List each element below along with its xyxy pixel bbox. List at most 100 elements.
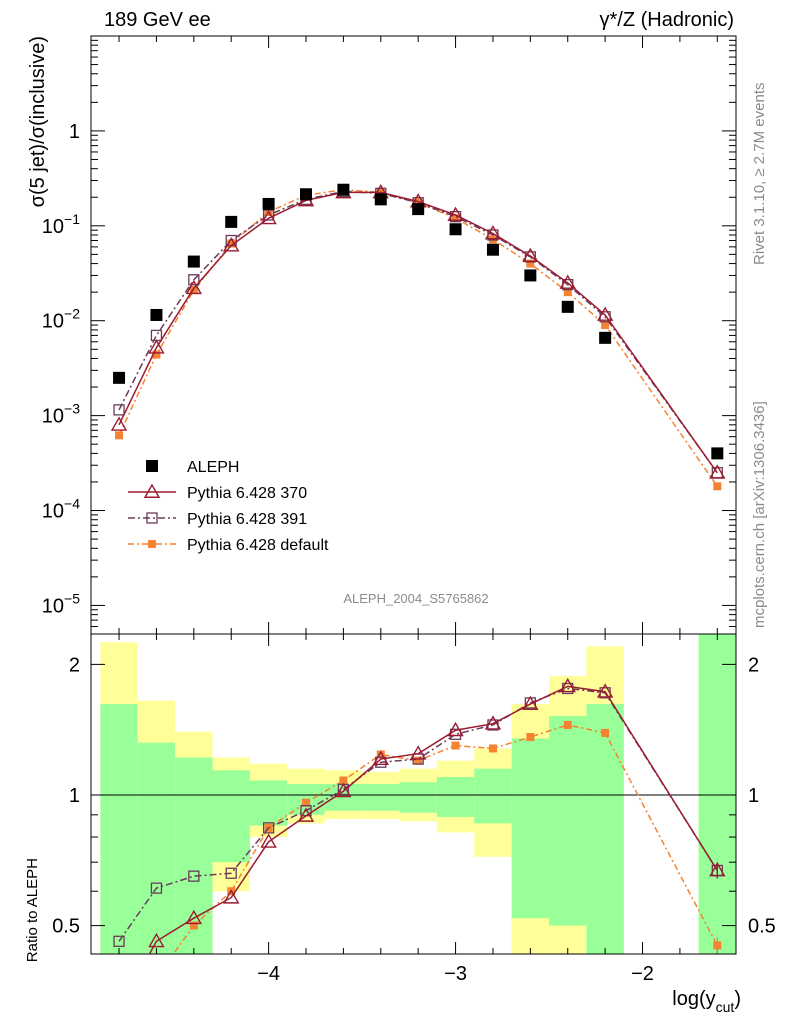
legend-label-data: ALEPH xyxy=(187,459,239,476)
main-point-pdef xyxy=(563,288,572,297)
main-line-pdef xyxy=(118,188,718,487)
ratio-ytick-label-right: 0.5 xyxy=(748,916,776,938)
ratio-series-layer xyxy=(113,677,726,981)
ratio-point-p370 xyxy=(185,909,203,925)
ratio-xtick-label: −2 xyxy=(631,963,654,985)
main-ytick-label-base: 10 xyxy=(42,216,64,238)
main-ytick-label-exp: −5 xyxy=(64,590,80,606)
side-label-mcplots: mcplots.cern.ch [arXiv:1306.3436] xyxy=(751,401,768,628)
ratio-line-p391 xyxy=(118,687,718,942)
x-axis-label-main: log(y xyxy=(672,988,715,1010)
legend-label-p391: Pythia 6.428 391 xyxy=(187,511,307,528)
main-point-pdef xyxy=(189,286,198,295)
main-point-p391 xyxy=(188,274,200,286)
ratio-point-pdef xyxy=(339,776,348,785)
ratio-band-green-2 xyxy=(175,757,213,954)
header-right-title: γ*/Z (Hadronic) xyxy=(600,9,734,31)
main-point-p370 xyxy=(559,274,576,289)
main-point-pdef xyxy=(115,431,124,440)
ratio-band-green-9 xyxy=(436,777,475,817)
ratio-band-green-14 xyxy=(698,634,736,954)
ratio-axis-ticks xyxy=(91,634,736,954)
legend: ALEPH Pythia 6.428 370 Pythia 6.428 391 Pyt… xyxy=(128,459,329,554)
ratio-point-p391 xyxy=(225,867,237,879)
legend-marker-pdef xyxy=(148,540,156,548)
main-point-p370 xyxy=(110,416,128,431)
ratio-point-pdef xyxy=(713,941,722,950)
legend-marker-p370 xyxy=(143,483,161,498)
main-point-data xyxy=(412,203,425,216)
main-point-pdef xyxy=(227,239,236,248)
ratio-point-p370 xyxy=(297,807,315,822)
ratio-band-green-4 xyxy=(249,780,288,826)
legend-label-p370: Pythia 6.428 370 xyxy=(187,485,307,502)
main-point-pdef xyxy=(526,259,535,268)
main-point-data xyxy=(561,300,574,313)
main-ytick-label-exp: −2 xyxy=(64,306,80,322)
ratio-band-green-13 xyxy=(586,704,624,954)
legend-marker-data xyxy=(146,460,158,472)
main-ytick-label-exp: −4 xyxy=(64,496,80,512)
ratio-band-green-3 xyxy=(212,770,250,863)
header-left-title: 189 GeV ee xyxy=(104,9,211,31)
main-point-p391 xyxy=(150,329,163,342)
main-point-pdef xyxy=(152,350,161,359)
side-label-rivet: Rivet 3.1.10, ≥ 2.7M events xyxy=(751,83,768,266)
main-point-p370 xyxy=(596,306,614,321)
ratio-point-p370 xyxy=(522,695,539,711)
main-ytick-label-base: 10 xyxy=(42,406,64,428)
ratio-ytick-label-left: 1 xyxy=(69,785,80,807)
ratio-band-green-1 xyxy=(137,742,176,954)
ratio-point-p370 xyxy=(447,721,464,737)
ratio-point-p370 xyxy=(372,750,389,766)
ratio-point-p370 xyxy=(260,833,277,848)
main-point-pdef xyxy=(414,198,423,207)
ratio-plot-frame xyxy=(90,633,737,955)
main-ytick-label-base: 10 xyxy=(42,595,64,617)
main-point-data xyxy=(262,197,275,210)
ratio-point-p370 xyxy=(148,932,165,948)
ratio-y-axis-label: Ratio to ALEPH xyxy=(24,858,41,962)
main-point-data xyxy=(113,371,126,384)
main-ytick-label: 10−5 xyxy=(42,590,80,617)
ratio-point-pdef xyxy=(376,750,385,759)
main-ytick-label-base: 1 xyxy=(69,121,80,143)
ratio-point-p370 xyxy=(223,889,240,904)
main-point-data xyxy=(187,255,200,268)
main-point-p370 xyxy=(223,237,240,252)
ratio-point-pdef xyxy=(302,798,310,807)
ratio-point-pdef xyxy=(601,728,610,737)
ratio-point-pdef xyxy=(152,973,160,981)
ratio-point-p370 xyxy=(335,782,352,798)
x-axis-label-subscript: cut xyxy=(716,999,735,1015)
main-axis-ticks xyxy=(91,35,736,634)
ratio-point-pdef xyxy=(488,744,497,753)
main-point-data xyxy=(486,243,499,256)
ratio-xtick-label: −4 xyxy=(257,963,280,985)
ratio-point-pdef xyxy=(189,921,198,930)
main-point-p370 xyxy=(484,225,502,240)
legend-marker-p391 xyxy=(146,512,158,524)
main-ytick-label: 10−4 xyxy=(42,496,80,523)
ratio-band-green-8 xyxy=(399,782,437,813)
ratio-point-p370 xyxy=(409,745,427,760)
ratio-point-pdef xyxy=(563,720,572,729)
ratio-ytick-label-right: 2 xyxy=(748,654,759,676)
main-ytick-label-exp: −3 xyxy=(64,401,80,417)
ratio-point-pdef xyxy=(451,741,460,750)
ratio-point-p391 xyxy=(262,822,275,834)
main-point-pdef xyxy=(451,214,460,223)
main-point-data xyxy=(599,331,612,344)
ratio-y-tick-labels: 0.5 0.5 1 1 2 2 xyxy=(52,654,776,937)
x-axis-label-close: ) xyxy=(734,988,741,1010)
ratio-point-p391 xyxy=(150,882,163,894)
ratio-point-p391 xyxy=(188,870,200,882)
main-point-p391 xyxy=(113,404,125,416)
main-point-data xyxy=(449,223,462,236)
main-y-tick-labels: 10−510−410−310−210−11 xyxy=(42,121,80,618)
main-line-p370 xyxy=(118,191,718,474)
main-point-pdef xyxy=(713,482,722,491)
main-y-axis-label: σ(5 jet)/σ(inclusive) xyxy=(27,36,49,207)
main-point-p370 xyxy=(709,464,726,479)
